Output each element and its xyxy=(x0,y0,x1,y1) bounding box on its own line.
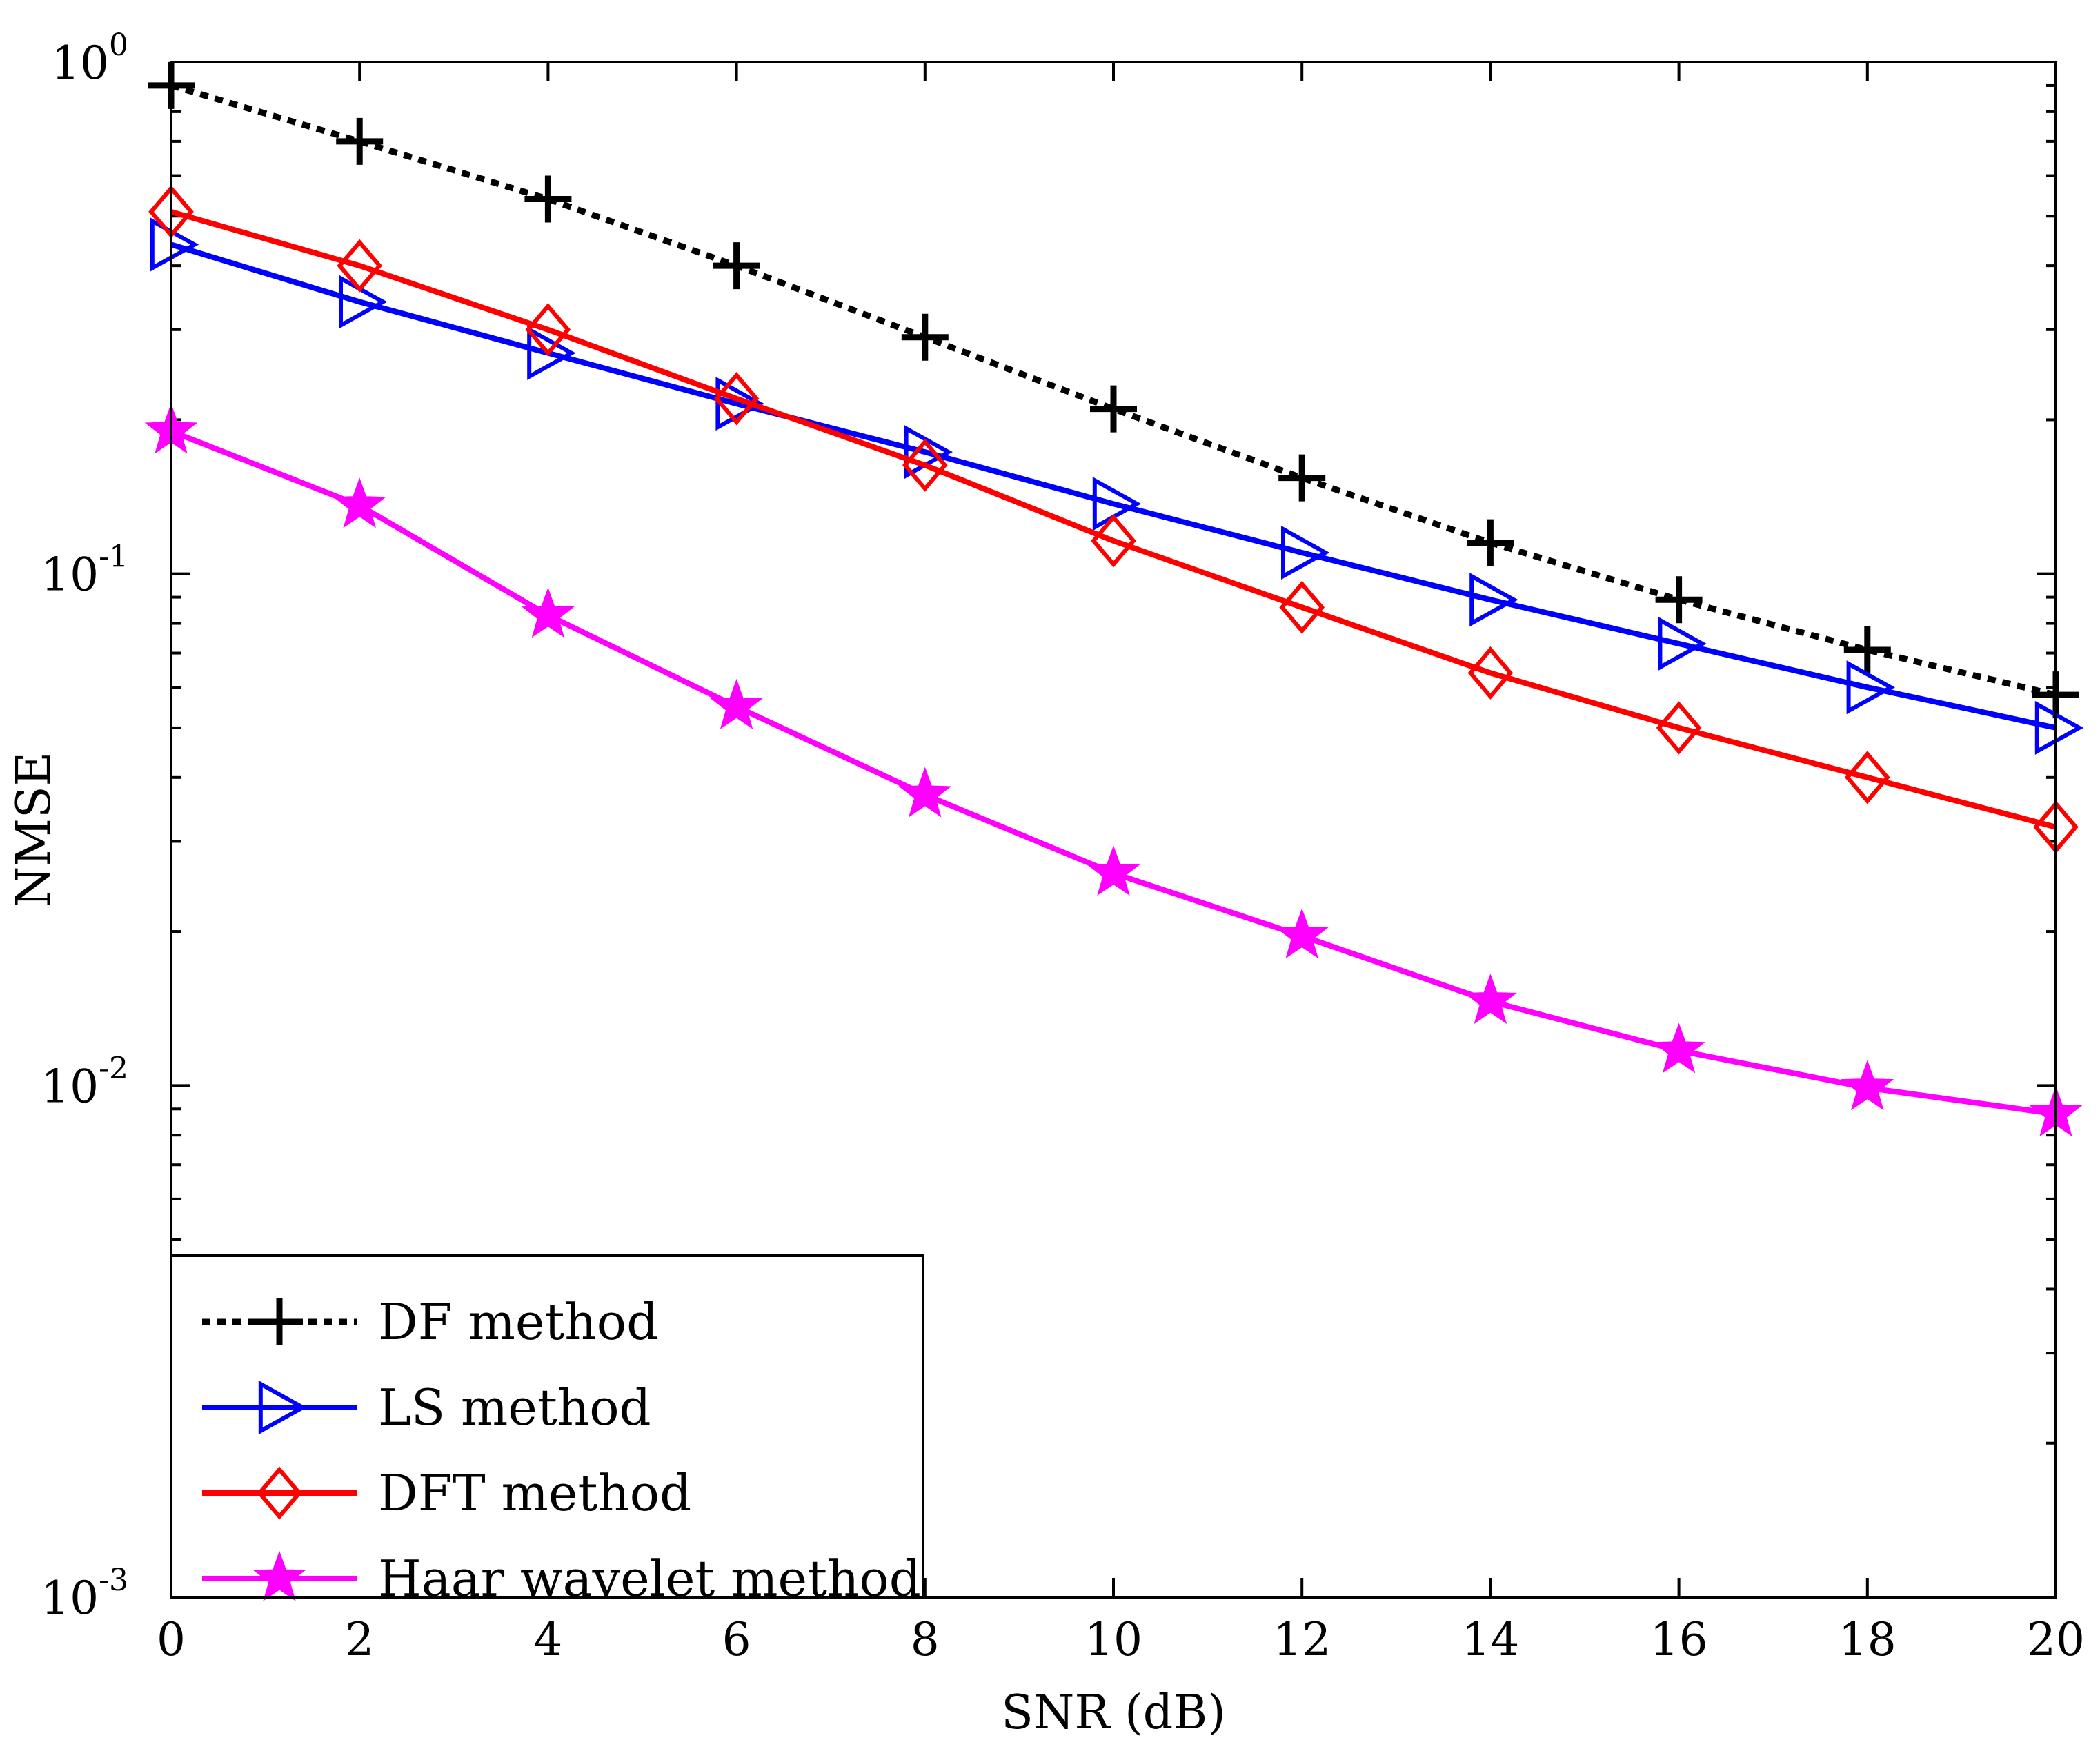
x-tick-label: 2 xyxy=(345,1613,374,1666)
x-tick-label: 0 xyxy=(157,1613,186,1666)
legend-label: DFT method xyxy=(378,1464,691,1522)
y-tick-base: 10 xyxy=(41,549,99,602)
marker-plus xyxy=(1655,576,1703,624)
y-tick-base: 10 xyxy=(41,1572,99,1625)
marker-triangle xyxy=(339,275,388,329)
marker-triangle xyxy=(2034,700,2084,755)
marker-diamond xyxy=(1844,751,1890,804)
y-tick-label: 100 xyxy=(51,28,128,90)
marker-star xyxy=(1841,1060,1894,1111)
y-tick-label: 10-3 xyxy=(41,1563,128,1625)
y-tick-exponent: -1 xyxy=(99,540,128,575)
plot-frame xyxy=(170,61,2057,1599)
marker-plus xyxy=(1278,454,1326,502)
marker-triangle xyxy=(258,1380,308,1435)
y-tick-label: 10-2 xyxy=(41,1051,128,1113)
x-tick-label: 16 xyxy=(1650,1613,1708,1666)
legend-entry: DFT method xyxy=(202,1464,691,1522)
marker-triangle xyxy=(1281,525,1330,580)
legend-entry: LS method xyxy=(202,1379,651,1436)
x-tick-label: 20 xyxy=(2027,1613,2085,1666)
marker-diamond xyxy=(1091,514,1136,568)
series-line xyxy=(170,82,2057,698)
marker-triangle xyxy=(1469,573,1518,627)
marker-diamond xyxy=(902,438,948,492)
marker-plus xyxy=(713,242,760,290)
marker-diamond xyxy=(1656,701,1702,755)
marker-star xyxy=(898,767,952,818)
marker-plus xyxy=(1467,519,1514,566)
marker-plus xyxy=(524,175,572,223)
x-tick-label: 8 xyxy=(911,1613,940,1666)
x-tick-label: 18 xyxy=(1839,1613,1896,1666)
y-tick-exponent: 0 xyxy=(109,28,128,63)
marker-star xyxy=(1275,908,1329,959)
y-tick-exponent: -2 xyxy=(99,1051,128,1086)
marker-star xyxy=(1652,1022,1706,1074)
series-line xyxy=(170,241,2057,731)
y-tick-base: 10 xyxy=(41,1060,99,1113)
marker-star xyxy=(710,678,764,729)
marker-diamond xyxy=(1467,646,1514,700)
marker-star xyxy=(521,587,575,638)
legend-label: Haar wavelet method xyxy=(378,1550,921,1608)
legend-box xyxy=(170,1254,924,1599)
legend: DF method LS method DFT method Haar wavelet… xyxy=(170,1254,924,1608)
marker-star xyxy=(1087,845,1140,896)
marker-diamond xyxy=(713,372,760,426)
x-tick-label: 4 xyxy=(533,1613,562,1666)
y-tick-label: 10-1 xyxy=(41,540,128,602)
marker-triangle xyxy=(527,326,576,380)
marker-plus xyxy=(256,1298,303,1345)
y-axis-label: NMSE xyxy=(7,752,61,907)
marker-diamond xyxy=(1279,580,1325,634)
legend-label: LS method xyxy=(378,1379,651,1436)
series-line xyxy=(170,209,2057,830)
marker-plus xyxy=(1090,385,1137,433)
y-tick-base: 10 xyxy=(51,37,109,90)
legend-entry: DF method xyxy=(202,1293,658,1351)
marker-triangle xyxy=(1846,660,1895,715)
marker-diamond xyxy=(525,303,571,357)
marker-plus xyxy=(1843,626,1891,673)
marker-triangle xyxy=(715,377,764,431)
x-tick-label: 14 xyxy=(1461,1613,1519,1666)
x-axis-label: SNR (dB) xyxy=(1001,1686,1225,1740)
marker-plus xyxy=(901,313,949,361)
y-tick-exponent: -3 xyxy=(99,1563,128,1598)
x-tick-label: 12 xyxy=(1273,1613,1331,1666)
marker-diamond xyxy=(257,1466,302,1520)
data-series xyxy=(144,61,2084,1137)
marker-triangle xyxy=(1658,616,1707,671)
x-tick-label: 6 xyxy=(722,1613,751,1666)
marker-triangle xyxy=(1092,477,1142,531)
marker-diamond xyxy=(337,239,383,293)
marker-star xyxy=(333,477,386,528)
legend-label: DF method xyxy=(378,1293,658,1351)
marker-star xyxy=(1463,974,1517,1025)
marker-plus xyxy=(336,117,384,165)
marker-star xyxy=(252,1550,306,1601)
x-tick-label: 10 xyxy=(1084,1613,1142,1666)
